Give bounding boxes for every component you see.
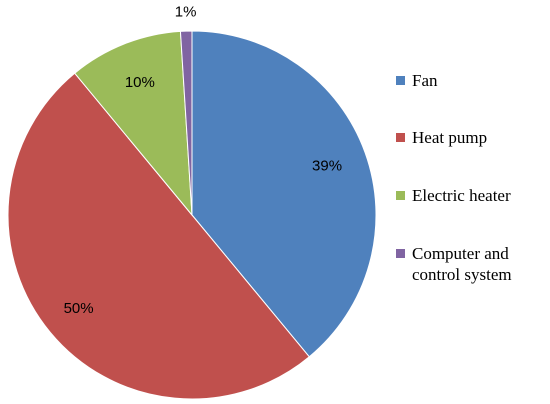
legend-swatch-electric-heater — [396, 191, 405, 200]
data-label-electric-heater: 10% — [125, 74, 155, 91]
pie-slice-electric-heater — [74, 30, 193, 217]
data-label-fan: 39% — [312, 157, 342, 174]
legend-item-computer-and-control-system: Computer and control system — [396, 243, 542, 285]
data-label-computer-and-control-system: 1% — [175, 4, 197, 21]
data-label-heat-pump: 50% — [64, 300, 94, 317]
legend-swatch-computer-and-control-system — [396, 249, 405, 258]
legend-item-fan: Fan — [396, 70, 542, 91]
legend-label-fan: Fan — [412, 71, 438, 90]
legend-label-heat-pump: Heat pump — [412, 128, 488, 147]
legend-swatch-fan — [396, 76, 405, 85]
legend-item-electric-heater: Electric heater — [396, 185, 542, 206]
legend-swatch-heat-pump — [396, 133, 405, 142]
legend-item-heat-pump: Heat pump — [396, 127, 542, 148]
legend-label-electric-heater: Electric heater — [412, 186, 511, 205]
legend-label-computer-and-control-system: Computer and control system — [412, 244, 512, 284]
pie-slice-computer-and-control-system — [179, 30, 193, 216]
pie-slice-fan — [191, 30, 377, 358]
pie-slice-heat-pump — [7, 72, 310, 400]
